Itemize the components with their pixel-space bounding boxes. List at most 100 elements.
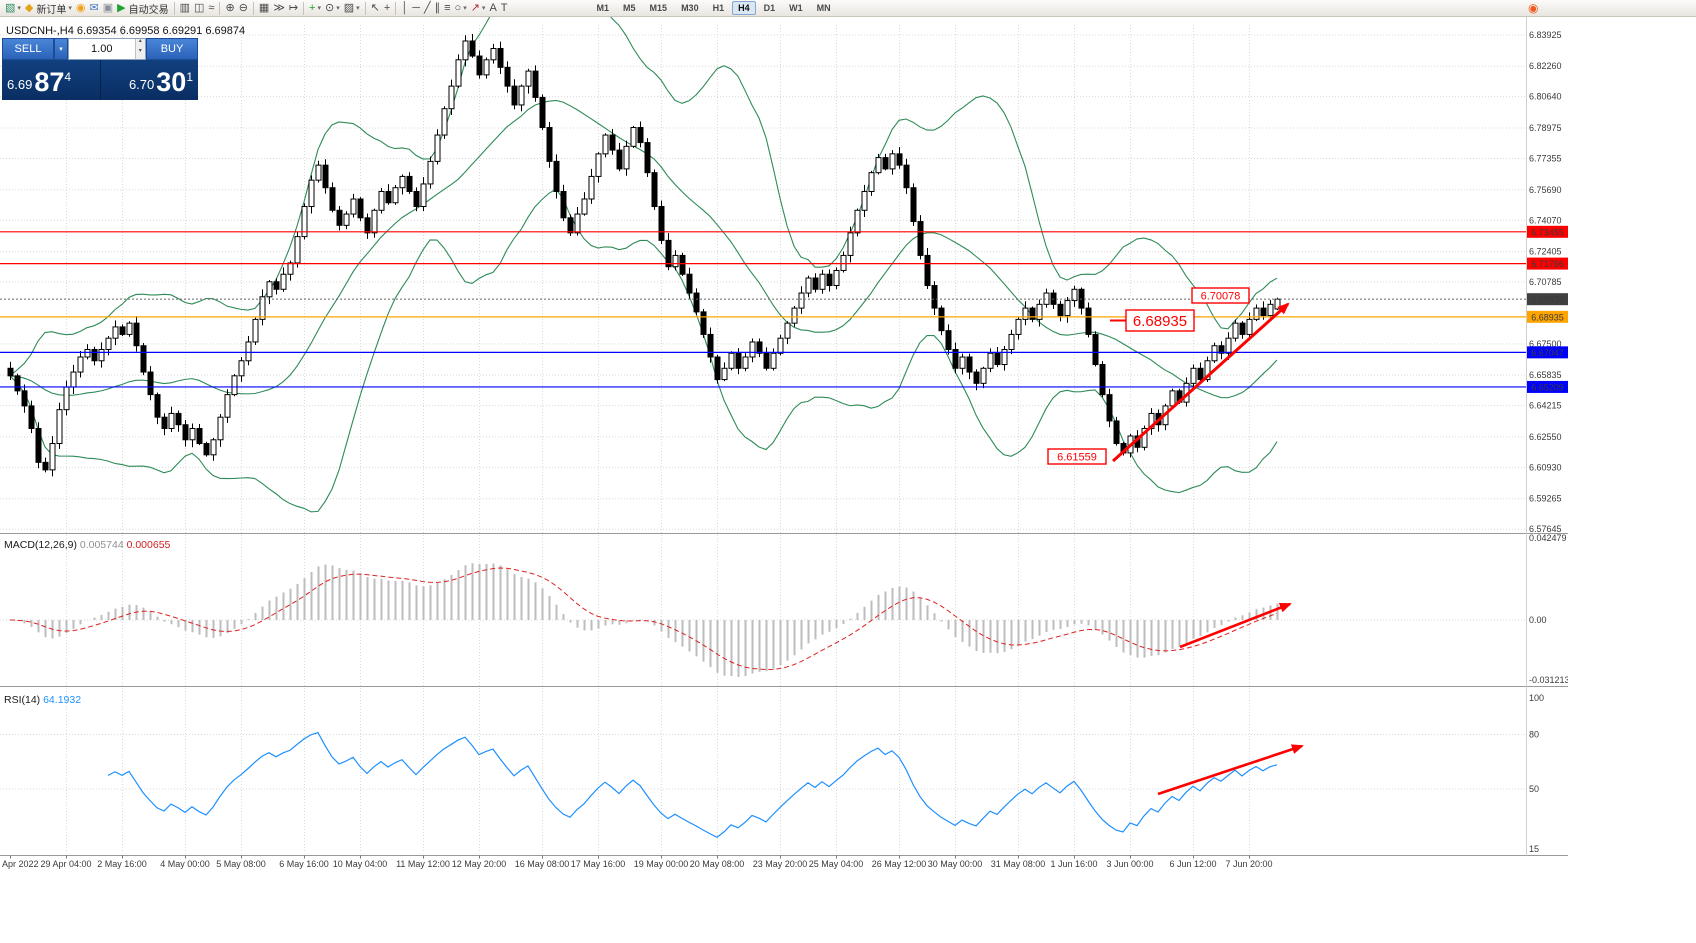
promo-icon[interactable]: ◉	[1528, 1, 1539, 15]
fibonacci-icon[interactable]: ≡	[442, 1, 452, 16]
equidistant-channel-icon[interactable]: ∥	[433, 1, 443, 16]
crosshair-icon[interactable]: +	[382, 1, 392, 16]
buy-button[interactable]: BUY	[146, 38, 198, 60]
horizontal-line-icon[interactable]: ─	[410, 1, 422, 16]
svg-text:6.80640: 6.80640	[1529, 92, 1562, 102]
svg-text:4 May 00:00: 4 May 00:00	[160, 859, 210, 869]
bar-chart-icon: ▥	[179, 1, 191, 14]
timeframe-h1[interactable]: H1	[712, 3, 725, 13]
sell-button[interactable]: SELL	[2, 38, 54, 60]
timeframe-mn[interactable]: MN	[816, 3, 831, 13]
timeframe-w1[interactable]: W1	[789, 3, 803, 13]
periods-button[interactable]: ⊙ ▾	[323, 1, 342, 16]
mql5-community-icon[interactable]: ◉	[74, 1, 88, 16]
trendline-icon[interactable]: ╱	[422, 1, 433, 16]
new-chart-button-dropdown[interactable]: ▾	[17, 5, 21, 12]
tile-windows-icon[interactable]: ▦	[257, 1, 271, 16]
bar-chart-icon[interactable]: ▥	[178, 1, 192, 16]
swing-low-label[interactable]	[1047, 448, 1107, 465]
periods-button-dropdown[interactable]: ▾	[336, 5, 340, 12]
line-chart-icon: ≈	[208, 1, 215, 14]
chart-shift-icon[interactable]: ↦	[287, 1, 300, 16]
svg-text:6.59265: 6.59265	[1529, 494, 1562, 504]
timeframe-m1[interactable]: M1	[596, 3, 610, 13]
price-scale-level-label[interactable]	[1527, 346, 1568, 359]
line-chart-icon[interactable]: ≈	[206, 1, 216, 16]
cursor-icon[interactable]: ↖	[369, 1, 382, 16]
symbol-ohlc-readout: USDCNH-,H4 6.69354 6.69958 6.69291 6.698…	[6, 25, 246, 37]
sell-price[interactable]: 6.69 87 4	[2, 60, 101, 100]
chat-icon[interactable]: ✉	[88, 1, 101, 16]
bollinger-bands[interactable]	[9, 17, 1278, 513]
rsi-indicator[interactable]	[0, 731, 1526, 838]
svg-text:6.64215: 6.64215	[1529, 401, 1562, 411]
price-scale-level-label[interactable]	[1527, 380, 1568, 393]
text-label-icon[interactable]: T	[499, 1, 510, 16]
rsi-line	[107, 731, 1278, 838]
macd-indicator[interactable]	[0, 563, 1526, 677]
buy-price[interactable]: 6.70 30 1	[101, 60, 199, 100]
news-icon[interactable]: ▣	[101, 1, 115, 16]
price-scale-level-label[interactable]	[1527, 257, 1568, 270]
volume-input[interactable]	[69, 39, 135, 59]
svg-text:6.70078: 6.70078	[1201, 290, 1241, 302]
text-icon[interactable]: A	[487, 1, 498, 16]
templates-button[interactable]: ▨ ▾	[342, 1, 362, 16]
svg-text:0.00: 0.00	[1529, 615, 1547, 625]
entry-price-label[interactable]	[1125, 309, 1195, 332]
svg-text:6.71766: 6.71766	[1531, 259, 1564, 269]
target-price-label[interactable]	[1191, 287, 1250, 304]
zoom-in-icon[interactable]: ⊕	[223, 1, 236, 16]
buy-price-pips: 30	[156, 67, 187, 97]
toolbar-separator	[395, 1, 397, 15]
svg-text:6 May 16:00: 6 May 16:00	[279, 859, 329, 869]
new-order-button-label: 新订单	[36, 4, 67, 16]
timeframe-m30[interactable]: M30	[681, 3, 699, 13]
timeframe-h4[interactable]: H4	[732, 1, 756, 15]
indicators-button-dropdown[interactable]: ▾	[317, 5, 321, 12]
svg-text:7 Jun 20:00: 7 Jun 20:00	[1225, 859, 1272, 869]
auto-trading-button[interactable]: ▶ 自动交易	[115, 1, 170, 16]
arrows-icon[interactable]: ↗ ▾	[469, 1, 488, 16]
timeframe-m15[interactable]: M15	[649, 3, 668, 13]
templates-button-dropdown[interactable]: ▾	[356, 5, 360, 12]
zoom-out-icon[interactable]: ⊖	[237, 1, 250, 16]
trendline-icon: ╱	[423, 1, 431, 14]
indicators-button[interactable]: + ▾	[307, 1, 323, 16]
volume-spinner[interactable]: ▴ ▾	[68, 38, 146, 60]
candlesticks	[7, 34, 1281, 477]
text-icon: A	[489, 1, 497, 14]
timeframe-m5[interactable]: M5	[623, 3, 636, 13]
annotations[interactable]: 6.70078 6.68935 6.61559	[1047, 287, 1304, 796]
buy-price-base: 6.70	[128, 77, 155, 92]
auto-trading-button-label: 自动交易	[128, 4, 169, 16]
shapes-icon[interactable]: ○ ▾	[453, 1, 469, 16]
rsi-trend-arrow[interactable]	[1157, 744, 1304, 796]
timeframe-d1[interactable]: D1	[763, 3, 776, 13]
rsi-label: RSI(14) 64.1932	[4, 694, 81, 706]
order-type-dropdown[interactable]: ▾	[54, 38, 68, 60]
auto-scroll-icon[interactable]: ≫	[271, 1, 287, 16]
new-order-button-dropdown[interactable]: ▾	[68, 5, 72, 12]
price-trend-arrow[interactable]	[1111, 302, 1290, 463]
equidistant-channel-icon: ∥	[434, 1, 441, 14]
svg-text:6.78975: 6.78975	[1529, 123, 1562, 133]
candlestick-chart-icon[interactable]: ◫	[192, 1, 206, 16]
shapes-icon-dropdown[interactable]: ▾	[463, 5, 467, 12]
macd-signal-line	[9, 567, 1278, 671]
chart-canvas[interactable]: 6.83925 6.82260 6.80640 6.78975 6.77355 6.756…	[0, 17, 1568, 875]
price-scale-level-label[interactable]	[1527, 225, 1568, 238]
price-scale-level-label[interactable]	[1527, 310, 1568, 323]
svg-text:1 Jun 16:00: 1 Jun 16:00	[1050, 859, 1097, 869]
svg-text:26 May 12:00: 26 May 12:00	[872, 859, 927, 869]
macd-trend-arrow[interactable]	[1179, 602, 1292, 649]
volume-down-arrow[interactable]: ▾	[138, 48, 142, 54]
new-chart-button[interactable]: ▧ ▾	[3, 1, 23, 16]
arrows-icon-dropdown[interactable]: ▾	[481, 5, 486, 12]
chart-window[interactable]: 6.83925 6.82260 6.80640 6.78975 6.77355 6.756…	[0, 17, 1568, 875]
svg-text:6.69874: 6.69874	[1531, 295, 1564, 305]
volume-up-arrow[interactable]: ▴	[138, 38, 142, 44]
new-order-button[interactable]: ◆ 新订单 ▾	[23, 1, 74, 16]
vertical-line-icon[interactable]: │	[399, 1, 410, 16]
svg-text:6.70785: 6.70785	[1529, 277, 1562, 287]
